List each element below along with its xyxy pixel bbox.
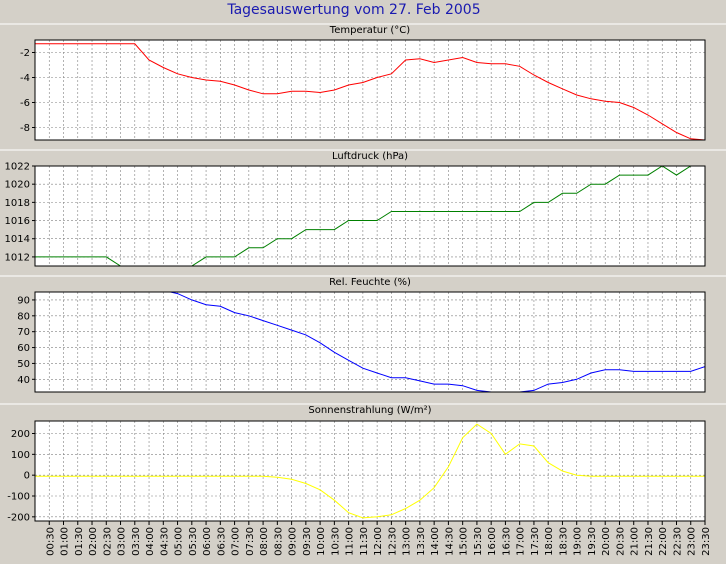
x-tick-label: 07:00 (231, 527, 242, 556)
x-tick-label: 21:00 (630, 527, 641, 556)
plot-area (35, 292, 705, 392)
x-tick-label: 11:30 (359, 527, 370, 556)
y-tick-label: 1022 (5, 162, 30, 173)
x-tick-label: 04:00 (145, 527, 156, 556)
x-tick-label: 17:00 (516, 527, 527, 556)
x-tick-label: 06:00 (202, 527, 213, 556)
x-tick-label: 08:00 (259, 527, 270, 556)
y-tick-label: -6 (20, 98, 30, 109)
y-tick-label: 50 (17, 359, 30, 370)
x-tick-label: 10:00 (316, 527, 327, 556)
x-tick-label: 11:00 (345, 527, 356, 556)
y-tick-label: 70 (17, 327, 30, 338)
plot-area (35, 166, 705, 266)
plot-frame (34, 420, 706, 522)
plot-frame (34, 291, 706, 393)
x-tick-label: 23:30 (701, 527, 712, 556)
x-tick-label: 15:30 (473, 527, 484, 556)
x-tick-label: 19:00 (573, 527, 584, 556)
x-tick-label: 03:00 (117, 527, 128, 556)
main-title: Tagesauswertung vom 27. Feb 2005 (226, 2, 480, 18)
x-axis: 00:30 01:00 01:30 02:00 02:30 03:00 03:30 04:00… (45, 521, 712, 556)
y-tick-label: -100 (7, 492, 30, 503)
y-tick-label: 90 (17, 295, 30, 306)
x-tick-label: 18:00 (544, 527, 555, 556)
x-tick-label: 01:00 (60, 527, 71, 556)
panel-luftdruck-hpa: Luftdruck (hPa) 1012 1014 1016 1018 1020 1022 (0, 149, 726, 267)
x-tick-label: 08:30 (273, 527, 284, 556)
y-tick-label: 200 (11, 429, 30, 440)
y-tick-label: 1016 (5, 216, 30, 227)
plot-frame (34, 39, 706, 141)
x-tick-label: 02:00 (88, 527, 99, 556)
series-line-sonnenstrahlung-w-m (35, 423, 705, 519)
y-tick-label: 1018 (5, 198, 30, 209)
x-tick-label: 16:30 (501, 527, 512, 556)
y-tick-label: -4 (20, 73, 30, 84)
panel-title: Sonnenstrahlung (W/m²) (308, 405, 431, 416)
x-tick-label: 10:30 (330, 527, 341, 556)
y-tick-label: 60 (17, 343, 30, 354)
plot-area (35, 421, 705, 521)
series-line-temperatur-c (35, 43, 705, 140)
chart-panels: Temperatur (°C) -2 -4 -6 -8 Luftdruck (hPa) 10… (0, 23, 726, 556)
x-tick-label: 05:00 (174, 527, 185, 556)
x-tick-label: 09:30 (302, 527, 313, 556)
x-tick-label: 15:00 (459, 527, 470, 556)
x-tick-label: 03:30 (131, 527, 142, 556)
y-tick-label: 1012 (5, 252, 30, 263)
series-line-luftdruck-hpa (35, 166, 705, 266)
x-tick-label: 20:30 (615, 527, 626, 556)
x-tick-label: 20:00 (601, 527, 612, 556)
x-tick-label: 07:30 (245, 527, 256, 556)
y-tick-label: -8 (20, 123, 30, 134)
x-tick-label: 13:00 (402, 527, 413, 556)
x-tick-label: 17:30 (530, 527, 541, 556)
x-tick-label: 16:00 (487, 527, 498, 556)
x-tick-label: 02:30 (102, 527, 113, 556)
x-tick-label: 12:30 (387, 527, 398, 556)
y-tick-label: -2 (20, 48, 30, 59)
x-tick-label: 14:30 (444, 527, 455, 556)
x-tick-label: 22:00 (658, 527, 669, 556)
x-tick-label: 06:30 (216, 527, 227, 556)
x-tick-label: 01:30 (74, 527, 85, 556)
y-tick-label: 40 (17, 375, 30, 386)
x-tick-label: 12:00 (373, 527, 384, 556)
panel-sonnenstrahlung-w-m: Sonnenstrahlung (W/m²) 200 100 0 -100 -200 (0, 403, 726, 523)
y-tick-label: 80 (17, 311, 30, 322)
panel-title: Temperatur (°C) (329, 25, 410, 36)
x-tick-label: 09:00 (288, 527, 299, 556)
x-tick-label: 14:00 (430, 527, 441, 556)
x-tick-label: 18:30 (558, 527, 569, 556)
y-tick-label: 100 (11, 450, 30, 461)
panel-title: Rel. Feuchte (%) (329, 277, 411, 288)
y-tick-label: 1020 (5, 180, 30, 191)
x-tick-label: 05:30 (188, 527, 199, 556)
panel-rel-feuchte: Rel. Feuchte (%) 90 80 70 60 50 40 (0, 275, 726, 393)
x-tick-label: 00:30 (45, 527, 56, 556)
series-line-rel-feuchte (35, 292, 705, 392)
x-tick-label: 22:30 (672, 527, 683, 556)
x-tick-label: 23:00 (687, 527, 698, 556)
y-tick-label: 1014 (5, 234, 30, 245)
x-tick-label: 04:30 (159, 527, 170, 556)
plot-frame (34, 165, 706, 267)
panel-title: Luftdruck (hPa) (332, 151, 408, 162)
x-tick-label: 19:30 (587, 527, 598, 556)
x-tick-label: 13:30 (416, 527, 427, 556)
y-tick-label: -200 (7, 512, 30, 523)
y-tick-label: 0 (24, 471, 30, 482)
x-tick-label: 21:30 (644, 527, 655, 556)
panel-temperatur-c: Temperatur (°C) -2 -4 -6 -8 (0, 23, 726, 141)
plot-area (35, 40, 705, 140)
